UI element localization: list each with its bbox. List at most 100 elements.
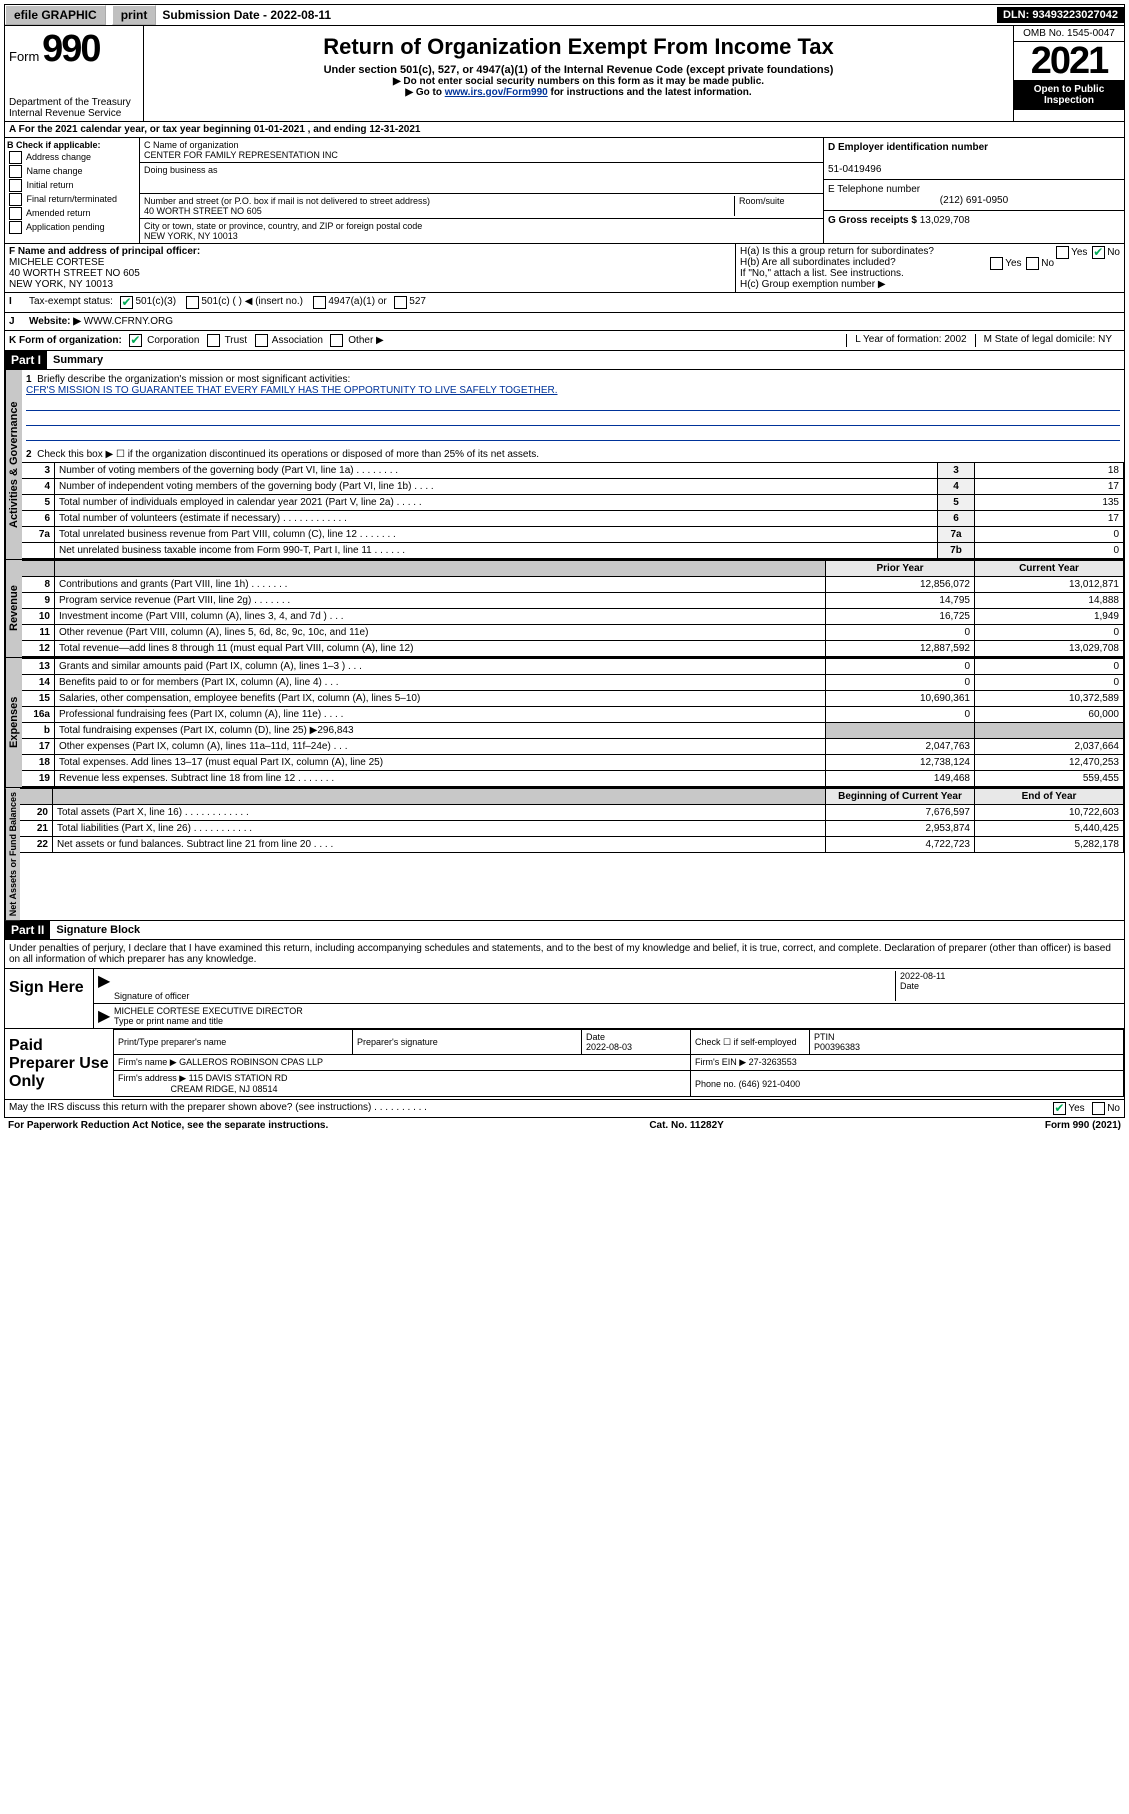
header-left: Form 990 Department of the Treasury Inte… — [5, 26, 144, 121]
paid-preparer-block: Paid Preparer Use Only Print/Type prepar… — [4, 1029, 1125, 1100]
side-governance: Activities & Governance — [5, 370, 22, 559]
org-city: NEW YORK, NY 10013 — [144, 231, 819, 241]
col-right: D Employer identification number 51-0419… — [823, 138, 1124, 243]
check-other[interactable] — [330, 334, 343, 347]
part2-header: Part II — [5, 921, 50, 939]
b-title: B Check if applicable: — [7, 140, 101, 150]
city-label: City or town, state or province, country… — [144, 221, 819, 231]
check-527[interactable] — [394, 296, 407, 309]
status-row: I Tax-exempt status: 501(c)(3) 501(c) ( … — [4, 293, 1125, 313]
rev-table: Prior YearCurrent Year8Contributions and… — [22, 560, 1124, 657]
bottom-row: For Paperwork Reduction Act Notice, see … — [4, 1118, 1125, 1133]
q2: Check this box ▶ ☐ if the organization d… — [37, 449, 539, 460]
officer-addr2: NEW YORK, NY 10013 — [9, 279, 113, 290]
paid-preparer-label: Paid Preparer Use Only — [5, 1029, 113, 1099]
f-label: F Name and address of principal officer: — [9, 246, 200, 257]
officer-left: F Name and address of principal officer:… — [5, 244, 735, 292]
officer-typed-name: MICHELE CORTESE EXECUTIVE DIRECTOR — [114, 1006, 303, 1016]
dba-label: Doing business as — [144, 165, 819, 175]
check-assoc[interactable] — [255, 334, 268, 347]
net-table: Beginning of Current YearEnd of Year20To… — [20, 788, 1124, 853]
gov-table: 3Number of voting members of the governi… — [22, 462, 1124, 559]
subtitle-3: ▶ Go to www.irs.gov/Form990 for instruct… — [148, 87, 1009, 98]
officer-addr1: 40 WORTH STREET NO 605 — [9, 268, 140, 279]
org-name: CENTER FOR FAMILY REPRESENTATION INC — [144, 150, 819, 160]
firm-phone: (646) 921-0400 — [739, 1079, 801, 1089]
k-label: K Form of organization: — [9, 335, 122, 346]
prep-date: 2022-08-03 — [586, 1042, 632, 1052]
check-corp[interactable] — [129, 334, 142, 347]
website-row: J Website: ▶ WWW.CFRNY.ORG — [4, 313, 1125, 331]
print-button[interactable]: print — [112, 5, 157, 25]
check-self-employed[interactable]: Check ☐ if self-employed — [691, 1030, 810, 1055]
check-4947[interactable] — [313, 296, 326, 309]
firm-addr2: CREAM RIDGE, NJ 08514 — [171, 1084, 278, 1094]
sig-date-value: 2022-08-11 — [900, 971, 945, 981]
inspection-badge: Open to Public Inspection — [1014, 80, 1124, 110]
check-501c[interactable] — [186, 296, 199, 309]
form-header: Form 990 Department of the Treasury Inte… — [4, 26, 1125, 122]
room-label: Room/suite — [739, 196, 819, 206]
section-revenue: Revenue Prior YearCurrent Year8Contribut… — [4, 560, 1125, 658]
col-c-org: C Name of organization CENTER FOR FAMILY… — [140, 138, 823, 243]
g-label: G Gross receipts $ — [828, 215, 917, 226]
l-year: L Year of formation: 2002 — [846, 334, 974, 347]
discuss-text: May the IRS discuss this return with the… — [9, 1102, 427, 1115]
declaration: Under penalties of perjury, I declare th… — [4, 940, 1125, 969]
side-expenses: Expenses — [5, 658, 22, 787]
part1-header-row: Part I Summary — [4, 351, 1125, 370]
part2-title: Signature Block — [50, 922, 146, 938]
check-final[interactable]: Final return/terminated — [7, 193, 137, 206]
check-501c3[interactable] — [120, 296, 133, 309]
sig-officer-label: Signature of officer — [114, 991, 895, 1001]
header-mid: Return of Organization Exempt From Incom… — [144, 26, 1013, 121]
subtitle-1: Under section 501(c), 527, or 4947(a)(1)… — [148, 64, 1009, 76]
check-name[interactable]: Name change — [7, 165, 137, 178]
part2-header-row: Part II Signature Block — [4, 921, 1125, 940]
prep-name-label: Print/Type preparer's name — [114, 1030, 353, 1055]
officer-row: F Name and address of principal officer:… — [4, 244, 1125, 293]
irs-link[interactable]: www.irs.gov/Form990 — [445, 87, 548, 98]
sign-here-block: Sign Here ▶ Signature of officer 2022-08… — [4, 969, 1125, 1029]
officer-right: H(a) Is this a group return for subordin… — [735, 244, 1124, 292]
section-netassets: Net Assets or Fund Balances Beginning of… — [4, 788, 1125, 921]
mission-text: CFR'S MISSION IS TO GUARANTEE THAT EVERY… — [26, 385, 558, 396]
form-number: 990 — [42, 28, 99, 70]
d-label: D Employer identification number — [828, 142, 988, 153]
header-right: OMB No. 1545-0047 2021 Open to Public In… — [1013, 26, 1124, 121]
check-address[interactable]: Address change — [7, 151, 137, 164]
ein: 51-0419496 — [828, 164, 881, 175]
gross-receipts: 13,029,708 — [920, 215, 970, 226]
e-label: E Telephone number — [828, 184, 920, 195]
sig-date-label: Date — [900, 981, 919, 991]
firm-ein: 27-3263553 — [749, 1057, 797, 1067]
department: Department of the Treasury Internal Reve… — [9, 97, 139, 119]
ptin: P00396383 — [814, 1042, 860, 1052]
part1-header: Part I — [5, 351, 47, 369]
exp-table: 13Grants and similar amounts paid (Part … — [22, 658, 1124, 787]
form-footer: Form 990 (2021) — [1045, 1120, 1121, 1131]
hb-label: H(b) Are all subordinates included? — [740, 257, 896, 268]
discuss-no[interactable] — [1092, 1102, 1105, 1115]
submission-date: Submission Date - 2022-08-11 — [162, 8, 991, 22]
i-label: Tax-exempt status: — [29, 296, 113, 309]
phone: (212) 691-0950 — [828, 195, 1120, 206]
side-revenue: Revenue — [5, 560, 22, 657]
efile-button[interactable]: efile GRAPHIC — [5, 5, 106, 25]
tax-year: 2021 — [1014, 42, 1124, 80]
addr-label: Number and street (or P.O. box if mail i… — [144, 196, 734, 206]
prep-sig-label: Preparer's signature — [353, 1030, 582, 1055]
website: WWW.CFRNY.ORG — [84, 316, 173, 327]
check-amended[interactable]: Amended return — [7, 207, 137, 220]
q1: Briefly describe the organization's miss… — [37, 374, 350, 385]
ha-label: H(a) Is this a group return for subordin… — [740, 246, 934, 257]
check-pending[interactable]: Application pending — [7, 221, 137, 234]
discuss-yes[interactable] — [1053, 1102, 1066, 1115]
section-governance: Activities & Governance 1 Briefly descri… — [4, 370, 1125, 560]
type-label: Type or print name and title — [114, 1016, 223, 1026]
cat-no: Cat. No. 11282Y — [649, 1120, 723, 1131]
check-initial[interactable]: Initial return — [7, 179, 137, 192]
check-trust[interactable] — [207, 334, 220, 347]
firm-name: GALLEROS ROBINSON CPAS LLP — [179, 1057, 323, 1067]
part1-title: Summary — [47, 352, 109, 368]
